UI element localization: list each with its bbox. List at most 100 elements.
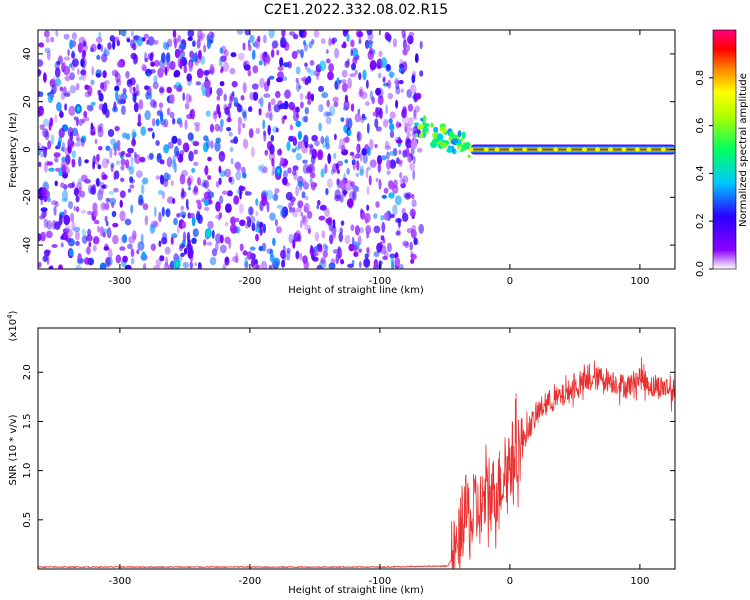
spectrogram-speckle: [219, 56, 223, 67]
spectrogram-speckle: [333, 101, 339, 108]
spectrogram-speckle: [102, 70, 107, 79]
spectrogram-speckle: [68, 201, 73, 209]
carrier-line-knot: [537, 147, 543, 152]
spectrogram-speckle: [171, 233, 178, 239]
colorbar-label: Normalized spectral amplitude: [738, 73, 749, 227]
spectrogram-speckle: [77, 42, 83, 53]
spectrogram-speckle: [173, 217, 178, 226]
spectrogram-transition-blob: [448, 131, 455, 138]
spectrogram-speckle: [294, 146, 301, 151]
spectrogram-speckle: [318, 215, 326, 221]
spectrogram-speckle: [239, 219, 246, 227]
spectrogram-speckle: [304, 141, 309, 149]
spectrogram-speckle: [291, 209, 299, 218]
spectrogram-speckle: [337, 169, 340, 175]
spectrogram-speckle: [300, 49, 304, 59]
spectrogram-speckle: [314, 140, 320, 147]
spectrogram-speckle: [194, 124, 200, 132]
spectrogram-speckle: [392, 204, 398, 216]
spectrogram-transition-blob: [430, 122, 434, 128]
spectrogram-transition-blob: [417, 123, 424, 130]
spectrogram-speckle: [402, 106, 407, 115]
spectrogram-speckle: [60, 147, 65, 152]
spectrogram-speckle: [322, 243, 327, 250]
spectrogram-speckle: [74, 230, 80, 241]
spectrogram-transition-blob: [422, 115, 427, 123]
spectrogram-speckle: [361, 113, 366, 119]
spectrogram-speckle: [106, 158, 110, 164]
spectrogram-speckle: [211, 229, 215, 239]
spectrogram-speckle: [149, 69, 156, 74]
spectrogram-speckle: [279, 103, 287, 110]
spectrogram-speckle: [143, 33, 149, 39]
spectrogram-speckle: [224, 49, 229, 57]
spectrogram-speckle: [115, 90, 118, 101]
spectrogram-speckle: [277, 148, 283, 156]
spectrogram-speckle: [80, 174, 88, 182]
spectrogram-speckle: [106, 227, 112, 239]
spectrogram-speckle: [179, 150, 185, 157]
spectrogram-speckle: [104, 243, 109, 251]
spectrogram-speckle: [131, 138, 137, 147]
spectrogram-speckle: [300, 101, 304, 109]
spectrogram-speckle: [400, 88, 404, 93]
spectrogram-speckle: [258, 108, 262, 116]
spectrogram-speckle: [104, 201, 110, 211]
spectrogram-speckle: [149, 92, 153, 101]
spectrogram-speckle: [306, 166, 313, 174]
spectrogram-speckle: [188, 61, 193, 73]
spectrogram-speckle: [268, 30, 275, 39]
spectrogram-speckle: [317, 149, 324, 161]
spectrogram-speckle: [107, 248, 113, 260]
spectrogram-speckle: [230, 216, 236, 225]
spectrogram-speckle: [284, 89, 291, 99]
spectrogram-speckle: [87, 184, 95, 195]
snr-x-tick-label: -300: [109, 576, 132, 587]
spectrogram-speckle: [246, 251, 253, 260]
spectrogram-speckle: [96, 153, 100, 162]
spectrogram-speckle: [125, 218, 129, 226]
spectrogram-speckle: [276, 77, 283, 83]
spectrogram-speckle: [46, 50, 51, 61]
spectrogram-speckle: [166, 107, 171, 116]
spectrogram-speckle: [208, 31, 214, 38]
spectrogram-speckle: [297, 200, 304, 208]
spectrogram-speckle: [398, 160, 403, 167]
spectrogram-speckle: [261, 195, 268, 207]
spectrogram-speckle: [179, 211, 187, 218]
spectrogram-speckle: [394, 195, 402, 206]
spectrogram-speckle: [145, 91, 150, 100]
spectrogram-speckle: [313, 69, 321, 77]
spectrogram-speckle: [242, 111, 247, 119]
spectrogram-speckle: [193, 149, 198, 155]
spectrogram-speckle: [69, 39, 73, 49]
spectrogram-speckle: [265, 55, 270, 63]
spectrogram-speckle: [418, 223, 425, 234]
spectrogram-speckle: [126, 38, 131, 43]
spectrogram-speckle: [233, 195, 240, 205]
spectrogram-speckle: [98, 187, 104, 195]
spectrogram-speckle: [270, 98, 276, 106]
spectrogram-speckle: [153, 59, 160, 67]
spectrogram-speckle: [291, 50, 298, 60]
spectrogram-speckle: [63, 209, 67, 216]
spectrogram-speckle: [203, 191, 211, 200]
spectrogram-speckle: [54, 77, 62, 87]
spectrogram-speckle: [384, 140, 390, 149]
spectrogram-y-tick-label: 20: [22, 95, 33, 108]
spectrogram-speckle: [84, 257, 90, 265]
spectrogram-speckle: [42, 128, 49, 138]
spectrogram-speckle: [409, 208, 416, 218]
spectrogram-speckle: [39, 91, 44, 97]
spectrogram-speckle: [388, 71, 395, 78]
spectrogram-speckle: [377, 87, 384, 99]
spectrogram-speckle: [272, 193, 279, 201]
spectrogram-speckle: [92, 155, 96, 166]
spectrogram-speckle: [318, 85, 324, 92]
spectrogram-speckle: [224, 106, 230, 115]
spectrogram-speckle: [392, 38, 397, 48]
spectrogram-speckle: [153, 75, 158, 84]
spectrogram-speckle: [341, 69, 348, 78]
spectrogram-speckle: [344, 60, 349, 68]
spectrogram-speckle: [222, 61, 230, 73]
